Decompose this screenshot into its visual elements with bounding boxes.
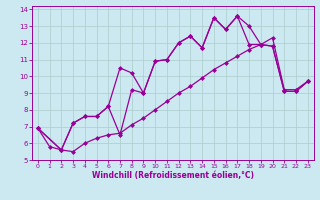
X-axis label: Windchill (Refroidissement éolien,°C): Windchill (Refroidissement éolien,°C): [92, 171, 254, 180]
